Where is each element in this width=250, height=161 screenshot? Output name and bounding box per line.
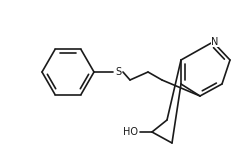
Text: HO: HO	[123, 127, 138, 137]
Text: N: N	[211, 37, 219, 47]
Text: S: S	[115, 67, 121, 77]
